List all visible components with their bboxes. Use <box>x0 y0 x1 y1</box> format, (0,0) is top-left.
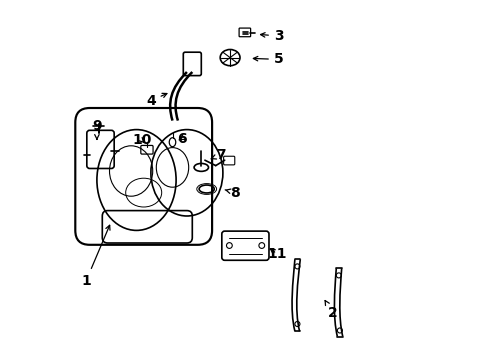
Text: 2: 2 <box>325 301 337 320</box>
Text: 7: 7 <box>210 148 225 162</box>
Text: 6: 6 <box>176 132 186 145</box>
Text: 5: 5 <box>253 53 283 66</box>
Text: 10: 10 <box>132 134 151 147</box>
Text: 3: 3 <box>260 29 283 43</box>
Text: 9: 9 <box>92 119 102 139</box>
Text: 4: 4 <box>146 93 166 108</box>
Text: 1: 1 <box>81 225 110 288</box>
Text: 8: 8 <box>224 186 240 199</box>
Text: 11: 11 <box>266 247 286 261</box>
